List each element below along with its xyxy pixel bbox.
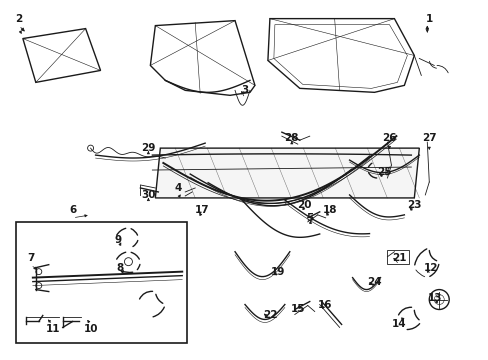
Bar: [386, 250, 408, 264]
Text: 1: 1: [425, 14, 432, 24]
Text: 25: 25: [376, 167, 391, 177]
Text: 27: 27: [421, 133, 436, 143]
Text: 2: 2: [15, 14, 22, 24]
Text: 8: 8: [117, 263, 124, 273]
Bar: [16, 222, 187, 343]
Text: 3: 3: [241, 85, 248, 95]
Text: 18: 18: [322, 205, 336, 215]
Text: 26: 26: [382, 133, 396, 143]
Text: 6: 6: [69, 205, 76, 215]
Text: 9: 9: [115, 235, 122, 245]
Polygon shape: [23, 28, 101, 82]
Polygon shape: [155, 148, 419, 198]
Text: 24: 24: [366, 276, 381, 287]
Text: 21: 21: [391, 253, 406, 263]
Text: 16: 16: [317, 300, 331, 310]
Text: 11: 11: [45, 324, 60, 334]
Text: 15: 15: [290, 305, 305, 315]
Text: 29: 29: [141, 143, 155, 153]
Text: 7: 7: [27, 253, 35, 263]
Text: 20: 20: [297, 200, 311, 210]
Polygon shape: [273, 24, 407, 88]
Text: 19: 19: [270, 267, 285, 276]
Polygon shape: [267, 19, 413, 92]
Text: 28: 28: [284, 133, 299, 143]
Text: 13: 13: [427, 293, 442, 302]
Text: 22: 22: [262, 310, 277, 320]
Text: 23: 23: [406, 200, 421, 210]
Text: 10: 10: [83, 324, 98, 334]
Text: 5: 5: [305, 213, 313, 223]
Text: 12: 12: [423, 263, 438, 273]
Text: 4: 4: [174, 183, 182, 193]
Text: 30: 30: [141, 190, 155, 200]
Text: 17: 17: [194, 205, 209, 215]
Text: 14: 14: [391, 319, 406, 329]
Polygon shape: [150, 21, 254, 95]
